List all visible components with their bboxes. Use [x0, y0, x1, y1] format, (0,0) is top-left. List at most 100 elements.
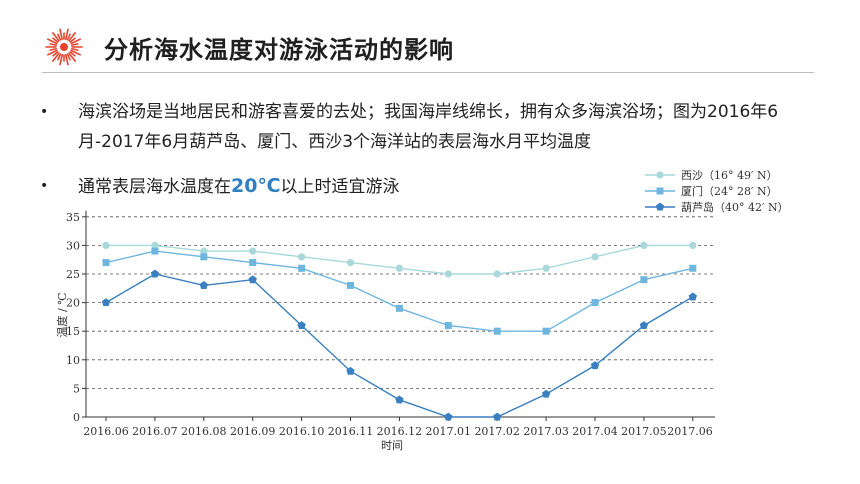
sun-ray [71, 43, 79, 47]
data-point-xiamen [493, 327, 501, 335]
x-tick-label: 2017.03 [523, 425, 569, 438]
data-point-huludao [395, 395, 404, 404]
y-tick-label: 35 [66, 211, 80, 224]
page-title: 分析海水温度对游泳活动的影响 [104, 36, 454, 64]
legend-label: 西沙（16° 49′ N） [681, 169, 778, 182]
sun-ray [52, 51, 59, 57]
sun-ray [51, 32, 60, 42]
x-tick-label: 2017.06 [667, 425, 713, 438]
data-point-huludao [590, 361, 600, 370]
y-tick-label: 5 [73, 382, 80, 395]
legend-swatch-marker [656, 171, 664, 179]
legend-entry-xiamen: 厦门（24° 28′ N） [645, 184, 778, 198]
sun-icon [45, 28, 83, 66]
data-point-xisha [444, 270, 452, 278]
data-point-xisha [493, 270, 501, 278]
x-tick-label: 2017.05 [621, 425, 667, 438]
series [101, 241, 697, 421]
sun-ray [64, 28, 69, 40]
x-tick-label: 2016.11 [328, 425, 374, 438]
data-point-xiamen [200, 253, 208, 261]
data-point-huludao [493, 412, 502, 421]
y-tick-label: 10 [66, 354, 80, 367]
data-point-xiamen [298, 264, 306, 272]
data-point-xisha [102, 241, 110, 249]
data-point-xisha [395, 264, 403, 272]
sun-ray [66, 33, 71, 41]
x-tick-label: 2016.12 [377, 425, 423, 438]
x-tick-label: 2017.01 [426, 425, 472, 438]
sun-ray [64, 54, 69, 66]
sun-ray [46, 49, 58, 56]
data-point-huludao [150, 269, 160, 278]
legend-label: 厦门（24° 28′ N） [681, 184, 778, 198]
data-point-xiamen [347, 281, 354, 289]
sun-ray [70, 49, 82, 56]
x-tick-label: 2017.04 [572, 425, 618, 438]
data-point-xiamen [102, 259, 110, 267]
series-xiamen [102, 247, 697, 335]
data-point-huludao [639, 321, 649, 330]
x-tick-label: 2016.07 [132, 425, 178, 438]
data-point-xisha [591, 253, 599, 261]
data-point-xisha [689, 241, 697, 249]
data-point-xisha [249, 247, 257, 255]
series-line-xiamen [105, 250, 693, 332]
y-tick-label: 0 [73, 411, 80, 424]
data-point-huludao [101, 298, 111, 307]
sun-ray [59, 54, 64, 66]
sun-ray [68, 52, 77, 62]
y-tick-label: 25 [66, 268, 80, 281]
x-tick-label: 2016.10 [279, 425, 325, 438]
data-point-xiamen [591, 299, 599, 307]
y-tick-label: 30 [66, 239, 80, 252]
sun-ray [59, 28, 64, 40]
data-point-xiamen [395, 304, 403, 312]
x-tick-label: 2016.08 [181, 425, 227, 438]
data-point-xisha [542, 264, 550, 272]
data-point-xiamen [542, 327, 550, 335]
threshold-text-before: 通常表层海水温度在 [78, 177, 231, 197]
legend-swatch-marker [656, 187, 664, 195]
sun-ray [68, 32, 77, 42]
sun-ray [49, 43, 57, 47]
sun-ray [66, 53, 71, 61]
legend-entry-huludao: 葫芦岛（40° 42′ N） [645, 200, 789, 214]
data-point-huludao [346, 366, 355, 375]
data-point-xiamen [151, 247, 159, 255]
sun-ray [57, 53, 62, 61]
data-point-xiamen [640, 276, 648, 284]
data-point-xiamen [689, 264, 697, 272]
x-tick-label: 2017.02 [474, 425, 520, 438]
sun-ray [69, 37, 76, 43]
sun-ray [46, 38, 58, 45]
sun-ray [71, 47, 79, 51]
threshold-highlight: 20℃ [231, 175, 281, 197]
sun-ray [52, 37, 59, 43]
legend-swatch-marker [655, 202, 665, 211]
data-point-huludao [688, 292, 697, 301]
bullet-threshold-text: 通常表层海水温度在20℃以上时适宜游泳 [78, 171, 818, 202]
data-point-xiamen [249, 259, 257, 267]
bullet-intro-text: 海滨浴场是当地居民和游客喜爱的去处；我国海岸线绵长，拥有众多海滨浴场；图为201… [78, 102, 779, 152]
sun-ray [51, 52, 60, 62]
data-point-xisha [151, 241, 159, 249]
sun-ray [69, 51, 76, 57]
y-axis-label: 温度 / ℃ [55, 292, 69, 337]
data-point-xisha [200, 247, 208, 255]
x-tick-label: 2016.09 [230, 425, 276, 438]
data-point-xiamen [444, 321, 452, 329]
sun-ray [70, 38, 82, 45]
series-huludao [101, 269, 697, 421]
x-tick-label: 2016.06 [83, 425, 129, 438]
legend-label: 葫芦岛（40° 42′ N） [681, 200, 789, 214]
data-point-huludao [444, 412, 453, 421]
sun-ray [49, 47, 57, 51]
threshold-text-after: 以上时适宜游泳 [280, 177, 400, 197]
data-point-huludao [248, 275, 257, 284]
data-point-xisha [640, 241, 648, 249]
series-xisha [102, 241, 697, 278]
sun-ray [57, 33, 62, 41]
